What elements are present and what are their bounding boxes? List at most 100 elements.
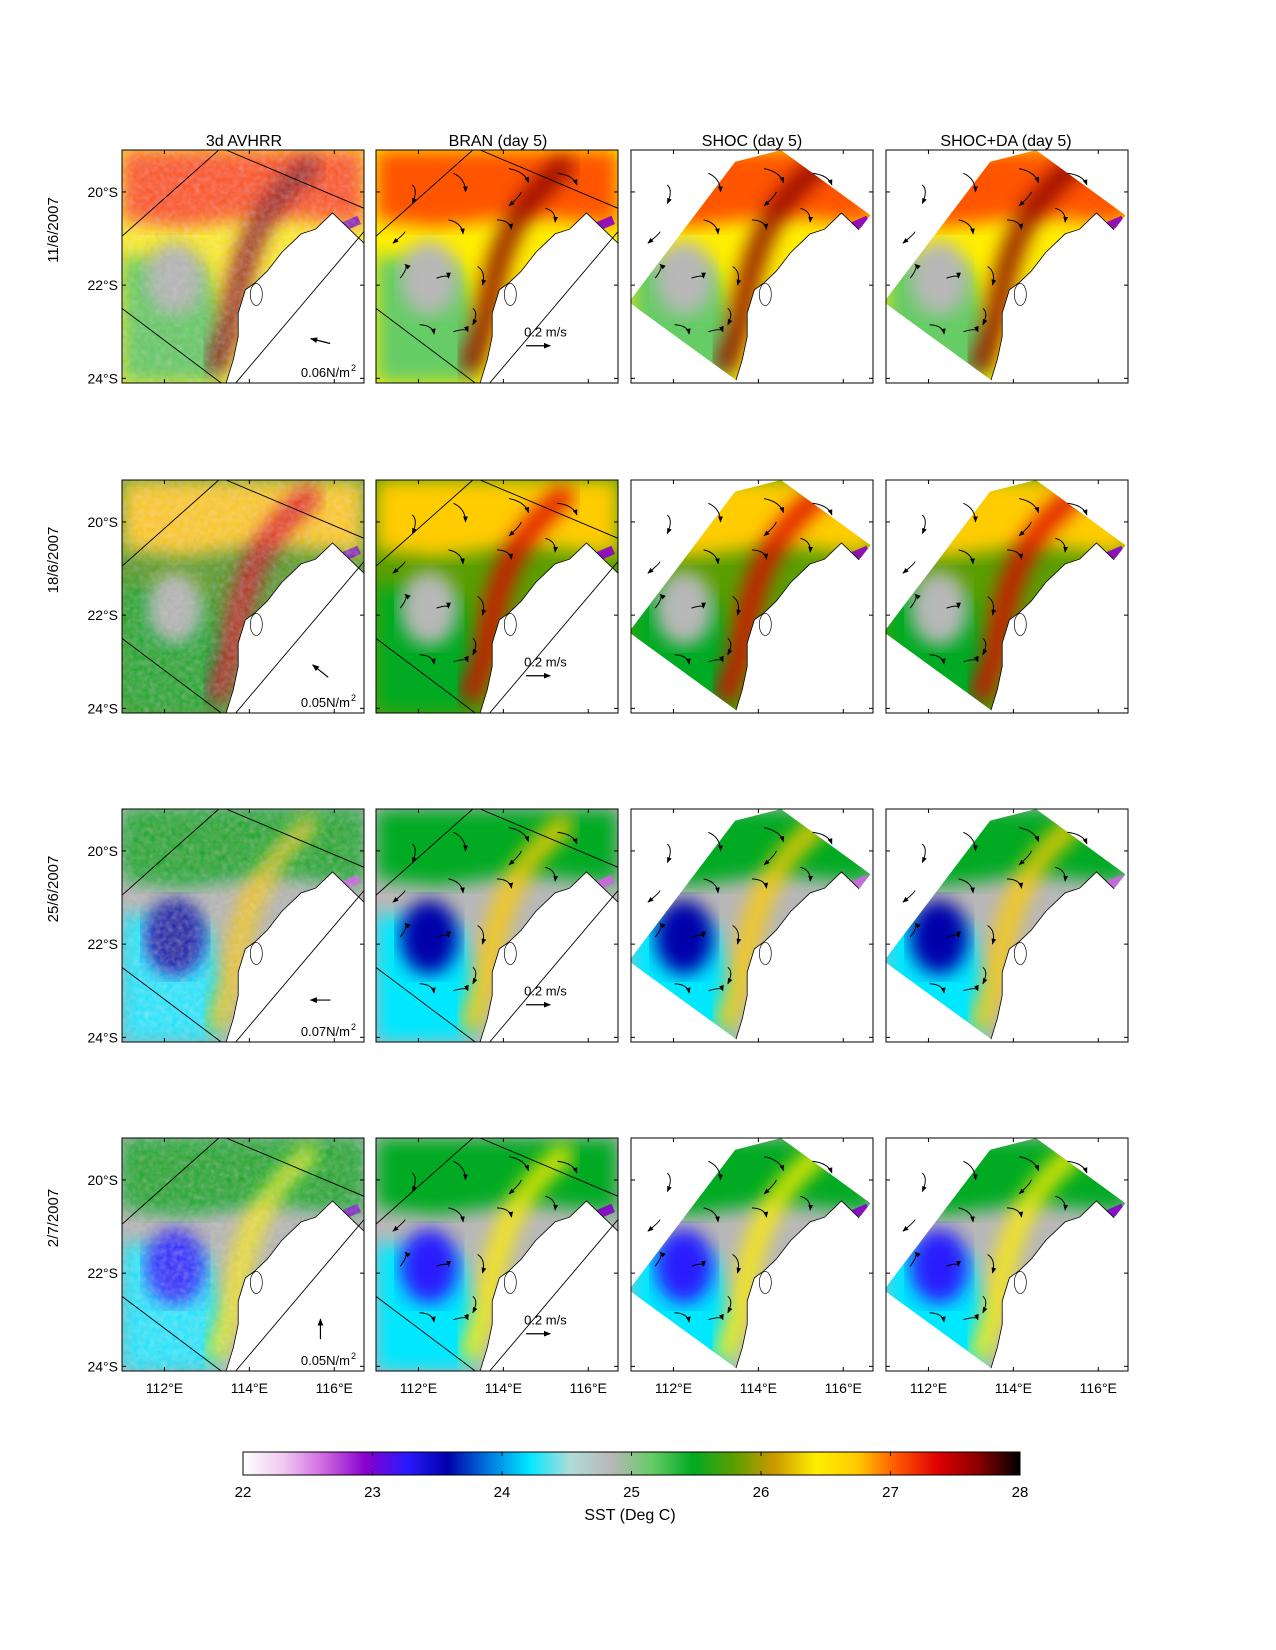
current-vectors (647, 827, 833, 994)
current-arrow (453, 1160, 468, 1181)
current-arrow (411, 184, 417, 205)
colorbar: 22 23 24 25 26 27 28 SST (Deg C) (235, 1451, 1029, 1524)
current-arrow (1055, 537, 1069, 553)
row-label-4: 2/7/2007 (45, 1189, 62, 1247)
current-arrow (399, 1251, 411, 1267)
wind-stress-label: 0.05N/m (301, 1353, 350, 1368)
current-scale-label: 0.2 m/s (524, 324, 567, 339)
panel-r2-c3 (630, 479, 874, 714)
current-arrow (453, 325, 469, 333)
sst-field (631, 480, 873, 713)
x-tick-label: 116°E (570, 1380, 607, 1396)
colorbar-tick-label: 28 (1012, 1484, 1029, 1501)
current-arrow (929, 324, 946, 335)
y-tick-label: 20°S (87, 1172, 118, 1188)
current-arrow (654, 1251, 666, 1267)
colorbar-tick-label: 23 (364, 1484, 381, 1501)
current-arrow (419, 1312, 436, 1323)
colorbar-tick-label: 26 (753, 1484, 770, 1501)
outside-domain (631, 1138, 873, 1371)
current-arrow (1019, 168, 1040, 184)
current-arrow (545, 207, 559, 223)
current-arrow (703, 219, 720, 235)
sst-field (631, 1138, 873, 1371)
sst-field (376, 150, 618, 383)
current-arrow (477, 596, 487, 616)
sst-field (122, 809, 364, 1042)
current-arrow (508, 191, 522, 207)
outside-domain (631, 809, 873, 1042)
panel-r1-c1: 0.06N/m 2 (121, 149, 365, 384)
current-arrow (647, 890, 661, 903)
current-arrow (902, 1219, 916, 1232)
panel-frame (375, 479, 619, 714)
column-titles: 3d AVHRR BRAN (day 5) SHOC (day 5) SHOC+… (206, 133, 1072, 150)
current-arrow (453, 831, 468, 852)
current-arrow (691, 602, 706, 609)
current-arrow (1067, 172, 1088, 186)
x-tick-label: 116°E (316, 1380, 353, 1396)
current-arrow (812, 1160, 833, 1174)
current-arrow (946, 272, 961, 279)
current-vectors (902, 498, 1088, 665)
panel-r4-c2: 0.2 m/s (375, 1137, 619, 1372)
sst-field (631, 150, 873, 383)
outside-domain (886, 150, 1128, 383)
current-arrow (654, 263, 666, 279)
current-arrow (909, 593, 921, 609)
current-arrow (763, 521, 777, 537)
current-arrow (751, 549, 769, 560)
current-vectors (902, 827, 1088, 994)
sst-field (886, 480, 1128, 713)
current-arrow (392, 561, 406, 574)
island (249, 1271, 263, 1294)
current-arrow (764, 827, 785, 843)
current-arrow (708, 1313, 724, 1321)
island (249, 613, 263, 636)
sst-field (886, 1138, 1128, 1371)
current-arrow (1006, 1207, 1024, 1218)
current-arrow (708, 831, 723, 852)
island (503, 613, 517, 636)
colorbar-tick-label: 25 (623, 1484, 640, 1501)
current-arrow (545, 1195, 559, 1211)
current-arrow (1006, 878, 1024, 889)
current-arrow (909, 1251, 921, 1267)
wind-stress-unit-exponent: 2 (351, 1022, 356, 1032)
x-tick-label: 114°E (995, 1380, 1032, 1396)
column-title-avhrr: 3d AVHRR (206, 133, 282, 150)
current-arrow (453, 984, 469, 992)
current-arrow (399, 593, 411, 609)
land-mask (479, 1200, 618, 1371)
current-arrow (727, 966, 733, 985)
current-arrow (477, 266, 487, 286)
current-arrow (399, 922, 411, 938)
current-arrow (800, 866, 814, 882)
island (249, 283, 263, 306)
island (1013, 283, 1027, 306)
current-arrow (419, 324, 436, 335)
current-arrow (1019, 1156, 1040, 1172)
current-arrow (453, 502, 468, 523)
current-arrow (1018, 1179, 1032, 1195)
wind-stress-label: 0.07N/m (301, 1024, 350, 1039)
panel-frame (121, 479, 365, 714)
current-arrow (909, 922, 921, 938)
current-arrow (751, 878, 769, 889)
panel-frame (121, 149, 365, 384)
outside-domain (886, 480, 1128, 713)
panel-r3-c2: 0.2 m/s (375, 808, 619, 1043)
current-arrow (448, 1207, 465, 1223)
current-arrow (472, 307, 478, 326)
wind-stress-unit-exponent: 2 (351, 1351, 356, 1361)
panel-r2-c1: 0.05N/m 2 (121, 479, 365, 714)
current-arrow (727, 307, 733, 326)
panel-r3-c4 (885, 808, 1129, 1043)
y-tick-label: 20°S (87, 184, 118, 200)
current-arrow (958, 878, 975, 894)
current-arrow (946, 602, 961, 609)
panel-frame (885, 808, 1129, 1043)
x-tick-label: 114°E (740, 1380, 777, 1396)
wind-stress-unit-exponent: 2 (351, 693, 356, 703)
current-arrow (708, 502, 723, 523)
